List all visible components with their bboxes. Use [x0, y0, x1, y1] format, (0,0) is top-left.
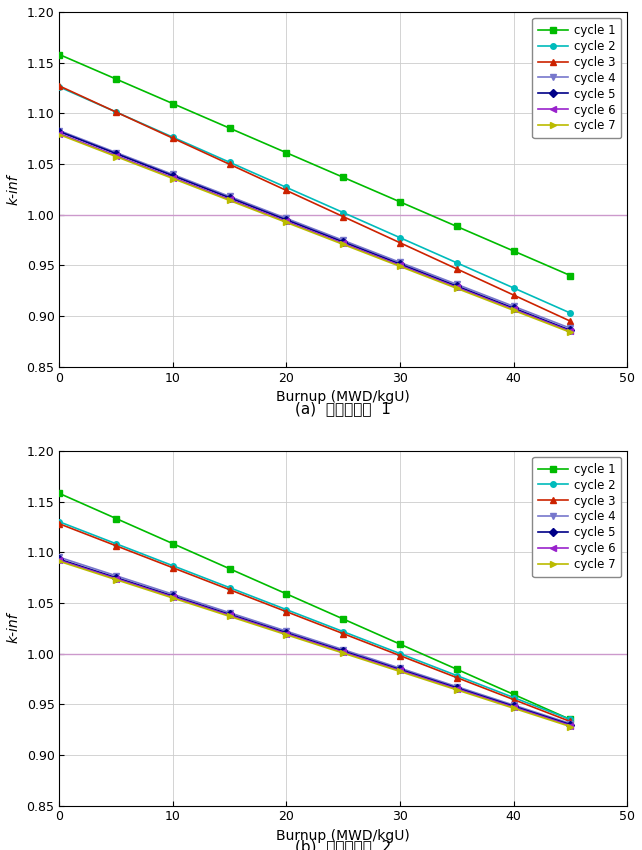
- Legend: cycle 1, cycle 2, cycle 3, cycle 4, cycle 5, cycle 6, cycle 7: cycle 1, cycle 2, cycle 3, cycle 4, cycl…: [532, 456, 621, 577]
- Y-axis label: k-inf: k-inf: [7, 174, 21, 205]
- Y-axis label: k-inf: k-inf: [7, 613, 21, 643]
- Text: (b)  재순환옵션  2: (b) 재순환옵션 2: [295, 840, 392, 850]
- Text: (a)  재순환옵션  1: (a) 재순환옵션 1: [295, 400, 391, 416]
- X-axis label: Burnup (MWD/kgU): Burnup (MWD/kgU): [276, 390, 410, 404]
- X-axis label: Burnup (MWD/kgU): Burnup (MWD/kgU): [276, 829, 410, 843]
- Legend: cycle 1, cycle 2, cycle 3, cycle 4, cycle 5, cycle 6, cycle 7: cycle 1, cycle 2, cycle 3, cycle 4, cycl…: [532, 18, 621, 139]
